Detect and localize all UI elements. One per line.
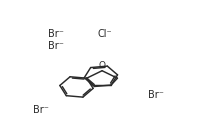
Text: Cl⁻: Cl⁻ bbox=[97, 29, 112, 38]
Text: O: O bbox=[99, 61, 106, 70]
Text: Br⁻: Br⁻ bbox=[148, 90, 164, 100]
Text: Br⁻: Br⁻ bbox=[48, 29, 64, 38]
Text: Br⁻: Br⁻ bbox=[33, 104, 49, 115]
Text: Br⁻: Br⁻ bbox=[48, 41, 64, 51]
